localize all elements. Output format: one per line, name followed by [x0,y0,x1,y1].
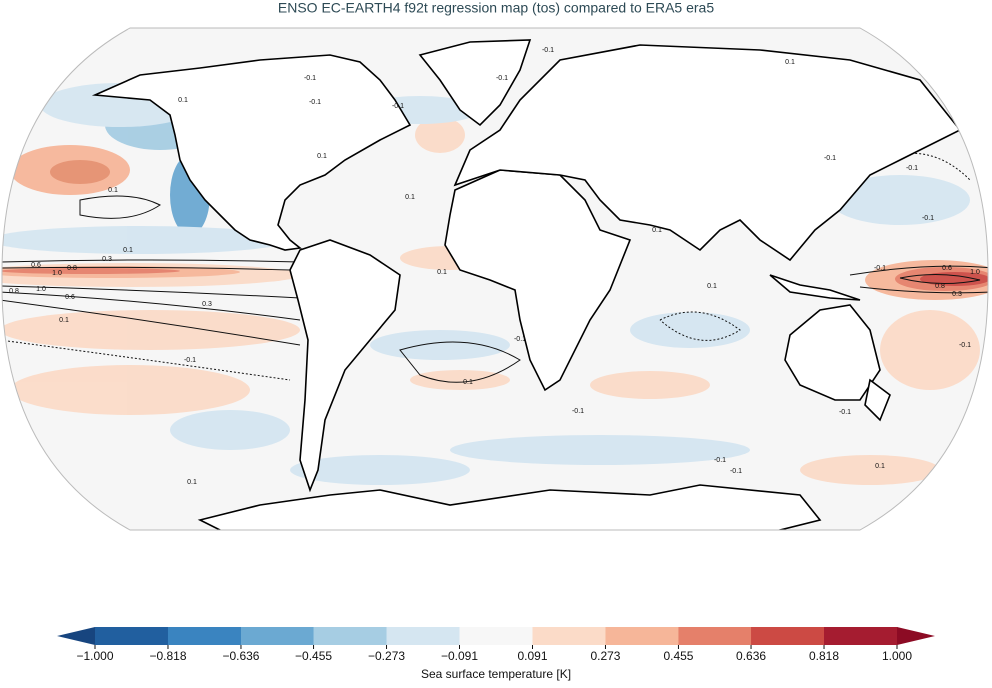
contour-label: -0.1 [572,408,584,415]
contour-label: -0.1 [730,468,742,475]
colorbar-bin [95,627,169,645]
colorbar-tick-label: −0.455 [295,649,332,663]
contour-label: 0.1 [108,187,118,194]
contour-label: 0.1 [405,194,415,201]
colorbar-tick-label: −0.818 [149,649,186,663]
colorbar-tick-label: 1.000 [882,649,912,663]
contour-label: 0.1 [59,317,69,324]
colorbar-tick-label: −0.091 [441,649,478,663]
colorbar-bin [386,627,461,645]
contour-label: -0.1 [824,155,836,162]
contour-label: 0.1 [437,269,447,276]
colorbar-extend-high [897,627,935,645]
contour-label: 0.6 [942,265,952,272]
map-frame [1,27,989,531]
contour-label: 1.0 [970,269,980,276]
contour-label: 0.8 [67,265,77,272]
colorbar-tick-label: 0.091 [517,649,547,663]
contour-label: 0.1 [317,153,327,160]
contour-label: 0.1 [785,59,795,66]
colorbar-bin [678,627,752,645]
contour-label: 0.6 [31,262,41,269]
contour-label: 0.1 [463,379,473,386]
colorbar-bin [751,627,825,645]
colorbar-label: Sea surface temperature [K] [421,667,571,681]
contours [1,152,989,383]
map: -0.1 -0.1 -0.1 0.1 0.1 -0.1 -0.1 0.1 -0.1 -0.1 0.1… [1,28,989,530]
contour-label: -0.1 [392,103,404,110]
colorbar-bin [532,627,606,645]
colorbar-tick-label: 0.636 [736,649,766,663]
contour-label: 0.1 [178,97,188,104]
contour-label: 0.6 [65,294,75,301]
colorbar-tick-label: −0.273 [368,649,405,663]
contour-label: -0.1 [184,357,196,364]
colorbar-tick-label: 0.818 [809,649,839,663]
colorbar: −1.000 −0.818 −0.636 −0.455 −0.273 −0.091 0.09… [57,627,935,663]
contour-label: -0.1 [959,342,971,349]
colorbar-bin [167,627,242,645]
colorbar-bin [459,627,533,645]
colorbar-tick-label: 0.273 [590,649,620,663]
title: ENSO EC-EARTH4 f92t regression map (tos)… [278,0,714,16]
contour-label: -0.1 [542,47,554,54]
contour-label: -0.1 [874,265,886,272]
contour-labels: -0.1 -0.1 -0.1 0.1 0.1 -0.1 -0.1 0.1 -0.1 -0.1 0.1… [9,47,980,486]
contour-label: 1.0 [36,286,46,293]
contour-label: -0.1 [304,75,316,82]
contour-label: 0.8 [9,288,19,295]
contour-label: 1.0 [52,270,62,277]
contour-label: 0.3 [202,301,212,308]
contour-label: 0.1 [875,463,885,470]
colorbar-bin [605,627,679,645]
contour-label: 0.1 [123,247,133,254]
contour-label: -0.1 [839,409,851,416]
coastlines [91,39,962,530]
colorbar-bin [240,627,315,645]
contour-label: 0.3 [952,291,962,298]
contour-label: -0.1 [922,215,934,222]
contour-label: -0.1 [906,165,918,172]
contour-label: -0.1 [496,75,508,82]
contour-label: 0.1 [707,283,717,290]
colorbar-tick-label: −0.636 [222,649,259,663]
colorbar-bin [313,627,388,645]
contour-label: 0.1 [652,227,662,234]
colorbar-tick-label: −1.000 [76,649,113,663]
contour-label: 0.1 [187,479,197,486]
colorbar-extend-low [57,627,95,645]
contour-label: 0.8 [935,283,945,290]
contour-label: -0.1 [714,457,726,464]
colorbar-bin [824,627,898,645]
contour-label: -0.1 [309,99,321,106]
contour-label: -0.1 [514,336,526,343]
colorbar-tick-label: 0.455 [663,649,693,663]
contour-label: 0.3 [102,256,112,263]
